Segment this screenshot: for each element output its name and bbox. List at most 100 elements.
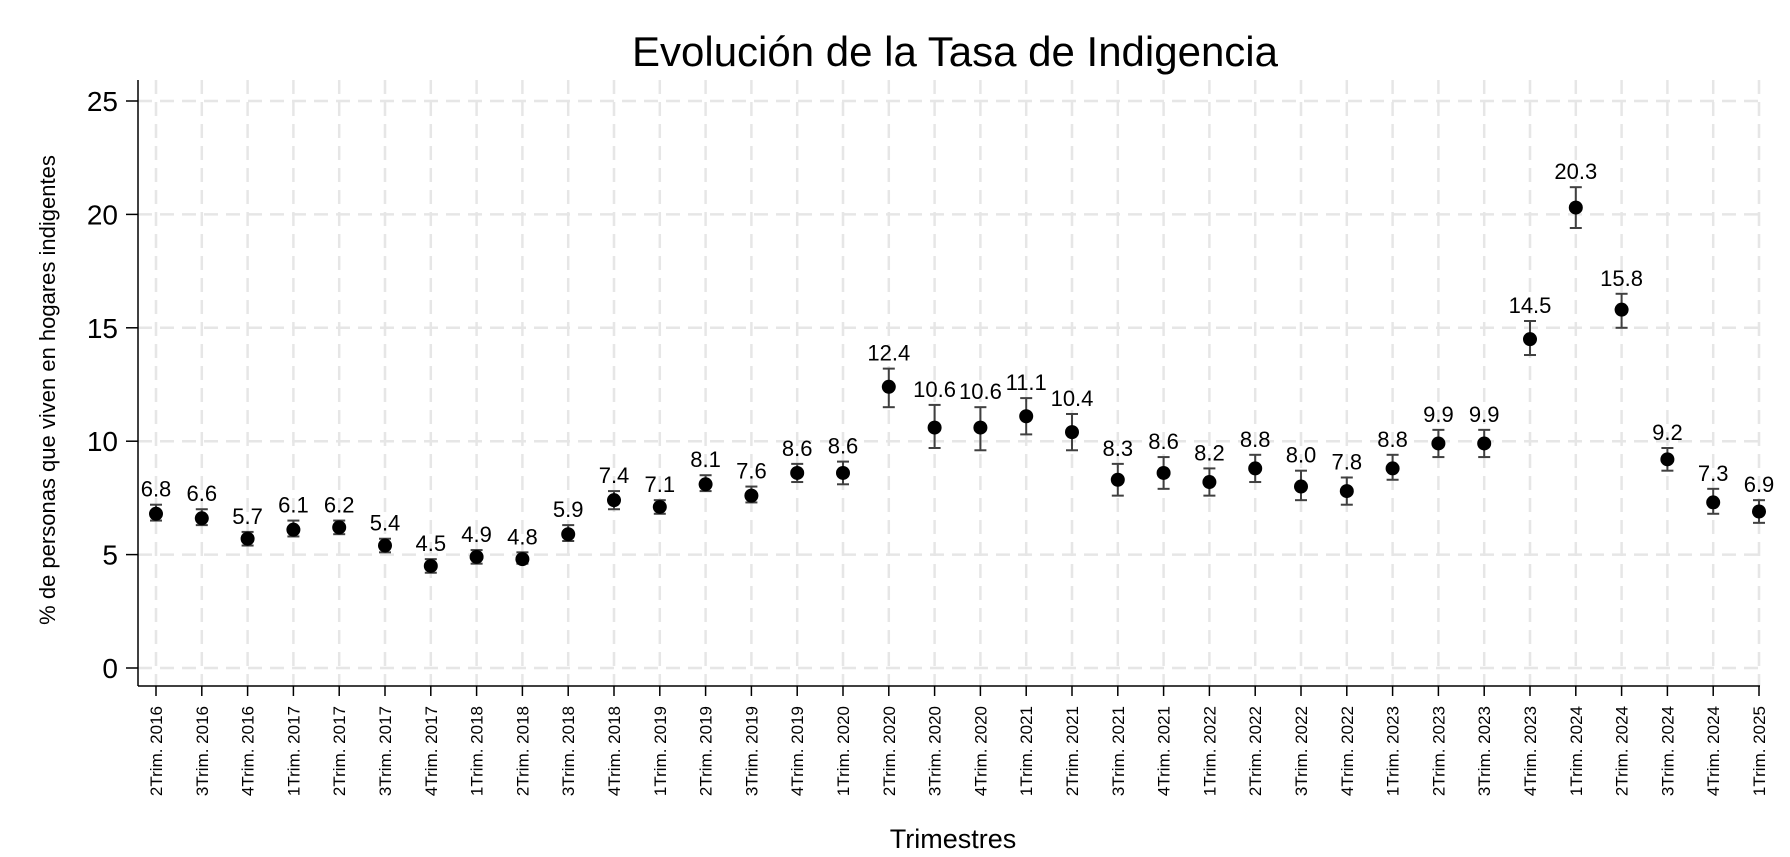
data-point	[607, 493, 621, 508]
data-point	[423, 558, 438, 573]
data-label: 10.6	[913, 377, 956, 402]
data-label: 20.3	[1554, 159, 1597, 184]
y-tick-label: 5	[102, 540, 118, 571]
x-tick-label: 2Trim. 2017	[330, 706, 349, 796]
data-points	[149, 200, 1766, 573]
x-tick-label: 3Trim. 2017	[376, 706, 395, 796]
data-label: 6.2	[324, 493, 355, 518]
data-label: 4.5	[416, 531, 447, 556]
data-label: 15.8	[1600, 266, 1643, 291]
x-tick-label: 1Trim. 2021	[1017, 706, 1036, 796]
x-tick-label: 4Trim. 2016	[239, 706, 258, 796]
y-tick-label: 10	[87, 426, 118, 457]
x-tick-label: 3Trim. 2016	[193, 706, 212, 796]
x-tick-label: 3Trim. 2022	[1292, 706, 1311, 796]
data-label: 8.6	[828, 434, 859, 459]
data-point	[1019, 409, 1034, 424]
data-point	[515, 552, 530, 567]
x-tick-label: 1Trim. 2018	[468, 706, 487, 796]
data-label: 5.4	[370, 511, 401, 536]
data-point	[1477, 436, 1492, 451]
chart-title: Evolución de la Tasa de Indigencia	[632, 28, 1279, 75]
x-axis-label: Trimestres	[890, 824, 1017, 854]
data-label: 6.8	[141, 477, 172, 502]
data-point	[652, 499, 667, 514]
data-point	[881, 379, 896, 394]
data-point	[1706, 495, 1721, 510]
x-axis-ticks: 2Trim. 2016 3Trim. 2016 4Trim. 2016 1Trim. …	[147, 686, 1769, 796]
data-point	[378, 538, 392, 553]
data-label: 6.9	[1744, 472, 1775, 497]
data-label: 8.6	[1148, 429, 1179, 454]
x-tick-label: 2Trim. 2016	[147, 706, 166, 796]
data-label: 7.4	[599, 463, 630, 488]
y-tick-label: 0	[102, 653, 118, 684]
x-tick-label: 2Trim. 2024	[1613, 706, 1632, 796]
x-tick-label: 1Trim. 2020	[834, 706, 853, 796]
data-label: 10.4	[1051, 386, 1094, 411]
data-label: 6.6	[187, 481, 218, 506]
data-point	[1523, 332, 1537, 347]
data-point	[1156, 465, 1171, 480]
data-label: 4.8	[507, 524, 538, 549]
y-axis-ticks: 0 5 10 15 20 25	[87, 86, 138, 684]
data-label: 7.8	[1332, 449, 1363, 474]
data-point	[1202, 475, 1217, 490]
gridlines	[138, 80, 1761, 686]
x-tick-label: 4Trim. 2017	[422, 706, 441, 796]
data-point	[194, 511, 209, 526]
y-tick-label: 25	[87, 86, 118, 117]
data-labels: 6.8 6.6 5.7 6.1 6.2 5.4 4.5 4.9 4.8 5.9 7.4 7.1 8.1 7…	[141, 159, 1775, 556]
data-point	[149, 506, 163, 521]
x-tick-label: 3Trim. 2023	[1475, 706, 1494, 796]
data-point	[698, 477, 713, 492]
data-label: 8.1	[690, 447, 721, 472]
x-tick-label: 2Trim. 2021	[1063, 706, 1082, 796]
x-tick-label: 2Trim. 2018	[513, 706, 532, 796]
data-point	[1339, 484, 1354, 499]
x-tick-label: 2Trim. 2023	[1429, 706, 1448, 796]
data-point	[1752, 504, 1766, 519]
data-label: 6.1	[278, 493, 309, 518]
data-point	[927, 420, 942, 435]
data-point	[1660, 452, 1675, 467]
data-point	[240, 531, 255, 546]
data-label: 5.9	[553, 497, 584, 522]
x-tick-label: 3Trim. 2019	[742, 706, 761, 796]
data-label: 8.2	[1194, 440, 1225, 465]
data-point	[790, 465, 805, 480]
data-label: 8.8	[1240, 427, 1271, 452]
x-tick-label: 1Trim. 2017	[284, 706, 303, 796]
data-point	[469, 549, 484, 564]
y-tick-label: 15	[87, 313, 118, 344]
data-point	[1568, 200, 1583, 215]
data-label: 14.5	[1509, 293, 1552, 318]
data-point	[1065, 425, 1079, 440]
x-tick-label: 1Trim. 2023	[1384, 706, 1403, 796]
data-label: 9.9	[1469, 402, 1500, 427]
data-label: 7.6	[736, 459, 767, 484]
data-point	[332, 520, 347, 535]
x-tick-label: 4Trim. 2022	[1338, 706, 1357, 796]
data-label: 4.9	[461, 522, 492, 547]
x-tick-label: 3Trim. 2018	[559, 706, 578, 796]
data-label: 7.1	[645, 472, 676, 497]
x-tick-label: 3Trim. 2020	[926, 706, 945, 796]
data-point	[744, 488, 759, 503]
x-tick-label: 3Trim. 2024	[1658, 706, 1677, 796]
x-tick-label: 4Trim. 2018	[605, 706, 624, 796]
data-label: 7.3	[1698, 461, 1729, 486]
data-point	[1385, 461, 1400, 476]
data-point	[1614, 302, 1629, 317]
x-tick-label: 2Trim. 2019	[697, 706, 716, 796]
data-label: 8.8	[1377, 427, 1408, 452]
data-point	[286, 522, 301, 537]
data-point	[973, 420, 988, 435]
data-label: 9.2	[1652, 420, 1683, 445]
data-point	[1110, 472, 1125, 487]
x-tick-label: 2Trim. 2020	[880, 706, 899, 796]
data-point	[1294, 479, 1308, 494]
data-point	[836, 465, 850, 480]
data-label: 11.1	[1006, 370, 1047, 395]
